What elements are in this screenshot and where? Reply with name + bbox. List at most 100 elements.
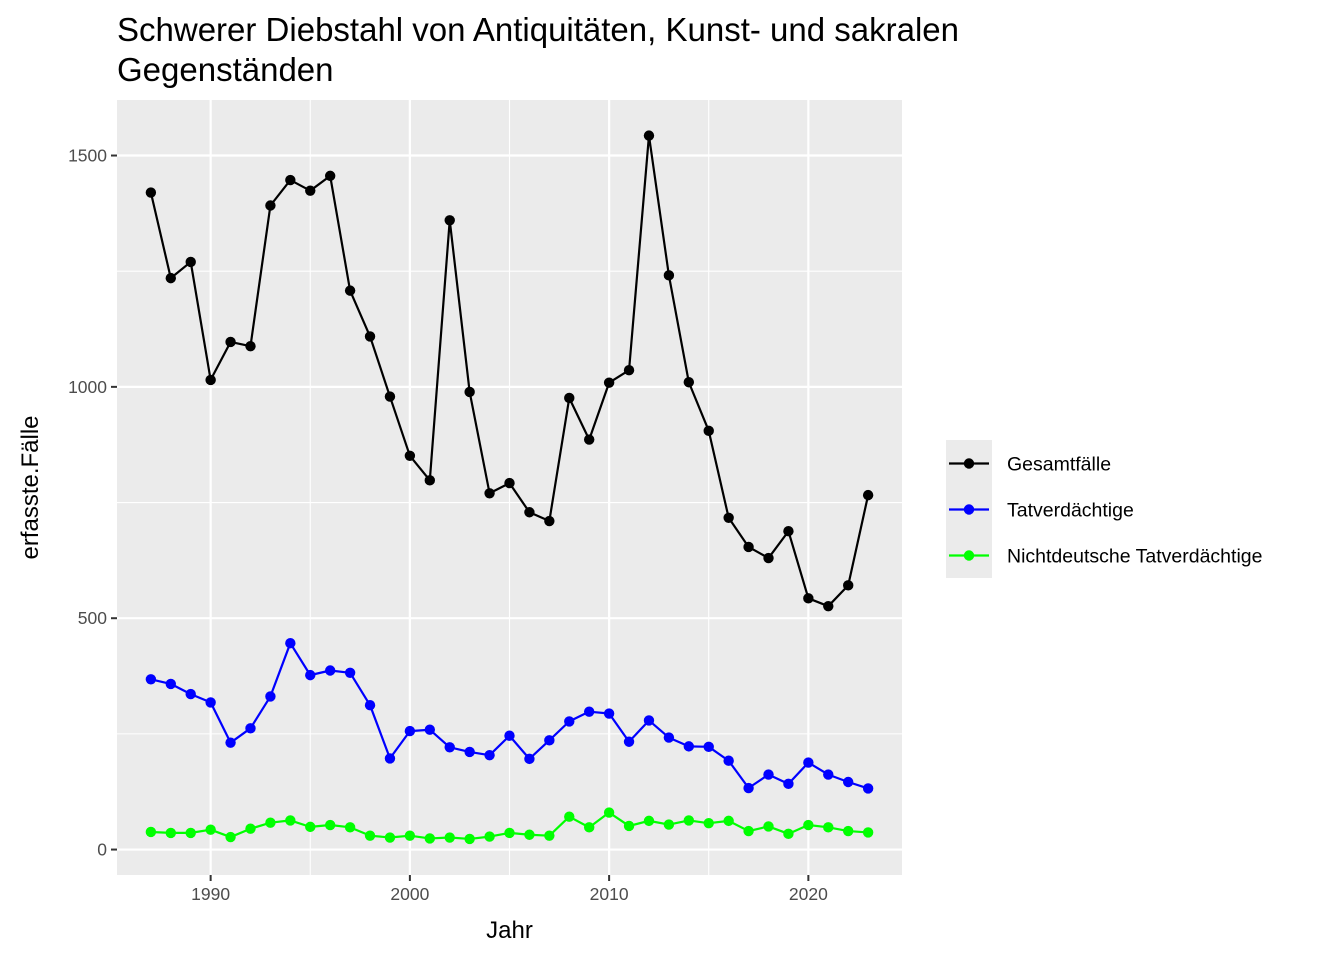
data-point-nichtdeutsche-tatverd-chtige <box>185 827 196 839</box>
data-point-tatverd-chtige <box>504 730 515 741</box>
data-point-gesamtf-lle <box>583 434 595 445</box>
data-point-gesamtf-lle <box>803 593 814 604</box>
data-point-nichtdeutsche-tatverd-chtige <box>404 830 416 841</box>
chart-title-line-2: Gegenständen <box>117 51 334 88</box>
data-point-tatverd-chtige <box>823 769 834 780</box>
y-tick-label: 1000 <box>68 377 107 397</box>
data-point-nichtdeutsche-tatverd-chtige <box>643 815 655 827</box>
data-point-tatverd-chtige <box>524 753 535 765</box>
data-point-tatverd-chtige <box>265 691 276 702</box>
data-point-nichtdeutsche-tatverd-chtige <box>723 815 734 827</box>
data-point-nichtdeutsche-tatverd-chtige <box>424 833 436 844</box>
x-axis: 1990 2000 2010 2020 <box>191 875 828 904</box>
data-point-gesamtf-lle <box>603 377 615 388</box>
data-point-gesamtf-lle <box>683 377 695 388</box>
data-point-nichtdeutsche-tatverd-chtige <box>823 822 834 833</box>
data-point-tatverd-chtige <box>404 725 416 737</box>
legend-point-gesamtf-lle <box>963 458 975 469</box>
data-point-nichtdeutsche-tatverd-chtige <box>205 824 216 835</box>
data-point-gesamtf-lle <box>564 392 575 404</box>
y-tick-label: 500 <box>78 608 107 628</box>
data-point-gesamtf-lle <box>145 187 157 198</box>
data-point-tatverd-chtige <box>145 674 157 685</box>
y-axis: 0 500 1000 1500 <box>68 146 117 860</box>
data-point-nichtdeutsche-tatverd-chtige <box>564 811 575 822</box>
data-point-gesamtf-lle <box>464 386 475 398</box>
data-point-nichtdeutsche-tatverd-chtige <box>843 825 854 837</box>
data-point-tatverd-chtige <box>603 708 615 719</box>
data-point-gesamtf-lle <box>404 450 416 462</box>
data-point-nichtdeutsche-tatverd-chtige <box>344 822 356 833</box>
data-point-tatverd-chtige <box>564 716 575 727</box>
data-point-nichtdeutsche-tatverd-chtige <box>324 819 336 831</box>
data-point-gesamtf-lle <box>544 515 555 527</box>
data-point-tatverd-chtige <box>424 724 436 735</box>
data-point-nichtdeutsche-tatverd-chtige <box>623 820 635 832</box>
data-point-gesamtf-lle <box>424 475 436 486</box>
data-point-tatverd-chtige <box>305 669 316 681</box>
data-point-nichtdeutsche-tatverd-chtige <box>703 817 714 829</box>
legend-point-nichtdeutsche-tatverd-chtige <box>963 550 975 561</box>
data-point-nichtdeutsche-tatverd-chtige <box>524 829 535 840</box>
data-point-nichtdeutsche-tatverd-chtige <box>265 817 276 828</box>
x-tick-label: 2000 <box>390 884 429 904</box>
data-point-tatverd-chtige <box>384 753 396 764</box>
data-point-nichtdeutsche-tatverd-chtige <box>544 830 555 841</box>
data-point-nichtdeutsche-tatverd-chtige <box>663 819 675 830</box>
data-point-nichtdeutsche-tatverd-chtige <box>683 815 695 826</box>
data-point-nichtdeutsche-tatverd-chtige <box>583 822 595 833</box>
data-point-nichtdeutsche-tatverd-chtige <box>743 825 754 837</box>
data-point-nichtdeutsche-tatverd-chtige <box>603 807 615 818</box>
data-point-nichtdeutsche-tatverd-chtige <box>484 831 495 842</box>
data-point-tatverd-chtige <box>683 741 695 752</box>
data-point-tatverd-chtige <box>862 783 874 794</box>
data-point-gesamtf-lle <box>623 365 635 376</box>
data-point-gesamtf-lle <box>843 580 854 591</box>
x-axis-title: Jahr <box>486 917 533 944</box>
data-point-gesamtf-lle <box>344 285 356 296</box>
data-point-tatverd-chtige <box>364 699 376 711</box>
data-point-tatverd-chtige <box>623 736 635 747</box>
data-point-tatverd-chtige <box>185 688 196 700</box>
data-point-gesamtf-lle <box>763 552 774 564</box>
data-point-tatverd-chtige <box>643 715 655 726</box>
data-point-gesamtf-lle <box>723 512 734 524</box>
data-point-tatverd-chtige <box>344 667 356 679</box>
x-tick-label: 2020 <box>789 884 828 904</box>
data-point-tatverd-chtige <box>165 678 176 690</box>
y-tick-label: 0 <box>97 840 107 860</box>
data-point-gesamtf-lle <box>364 331 376 342</box>
x-tick-label: 2010 <box>590 884 629 904</box>
data-point-gesamtf-lle <box>862 489 874 501</box>
data-point-nichtdeutsche-tatverd-chtige <box>862 827 874 838</box>
legend-label-nichtdeutsche-tatverd-chtige: Nichtdeutsche Tatverdächtige <box>1007 546 1262 568</box>
data-point-gesamtf-lle <box>225 336 236 348</box>
data-point-gesamtf-lle <box>643 130 655 141</box>
data-point-tatverd-chtige <box>803 757 814 768</box>
data-point-tatverd-chtige <box>723 755 734 766</box>
chart-title-line-1: Schwerer Diebstahl von Antiquitäten, Kun… <box>117 11 959 48</box>
data-point-gesamtf-lle <box>783 526 794 537</box>
data-point-nichtdeutsche-tatverd-chtige <box>504 827 515 839</box>
legend-label-tatverd-chtige: Tatverdächtige <box>1007 500 1134 522</box>
legend: Gesamtfälle Tatverdächtige Nichtdeutsche T… <box>946 440 1262 578</box>
data-point-tatverd-chtige <box>324 665 336 676</box>
data-point-gesamtf-lle <box>663 270 675 281</box>
data-point-tatverd-chtige <box>285 637 296 649</box>
data-point-nichtdeutsche-tatverd-chtige <box>384 832 396 843</box>
data-point-gesamtf-lle <box>205 374 216 386</box>
data-point-gesamtf-lle <box>484 488 495 499</box>
data-point-tatverd-chtige <box>544 735 555 746</box>
y-tick-label: 1500 <box>68 146 107 166</box>
data-point-nichtdeutsche-tatverd-chtige <box>145 826 157 838</box>
data-point-gesamtf-lle <box>823 600 834 612</box>
data-point-gesamtf-lle <box>165 272 176 284</box>
data-point-gesamtf-lle <box>524 507 535 518</box>
data-point-tatverd-chtige <box>843 776 854 788</box>
data-point-nichtdeutsche-tatverd-chtige <box>364 830 376 841</box>
data-point-tatverd-chtige <box>703 741 714 753</box>
data-point-nichtdeutsche-tatverd-chtige <box>165 827 176 839</box>
data-point-tatverd-chtige <box>783 778 794 790</box>
data-point-gesamtf-lle <box>245 340 256 352</box>
